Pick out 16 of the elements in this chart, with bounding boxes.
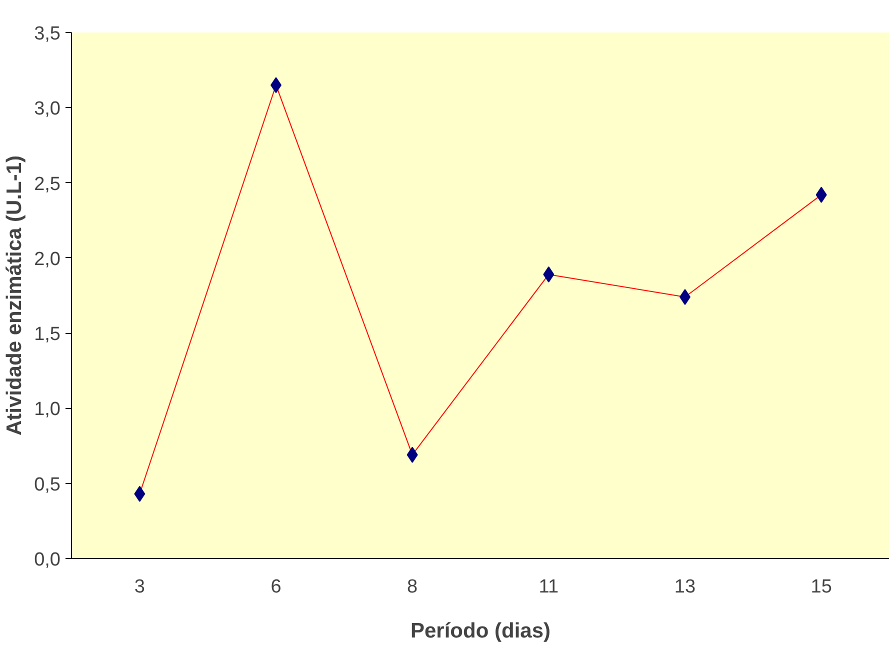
x-tick-label: 3 [134,576,145,598]
x-tick-label: 8 [407,576,418,598]
y-tick-label: 0,0 [34,550,61,570]
y-tick-label: 2,0 [34,248,61,270]
y-tick-label: 2,5 [34,174,61,195]
x-tick-label: 6 [270,576,282,598]
x-tick-label: 13 [674,576,696,598]
x-tick-label: 15 [810,576,832,598]
y-axis-title: Atividade enzimática (U.L-1) [3,155,26,436]
y-tick-label: 3,5 [34,24,61,44]
x-tick-label: 11 [538,576,559,598]
y-tick-label: 1,5 [34,324,61,346]
y-tick-label: 0,5 [34,474,61,496]
y-tick-label: 3,0 [34,98,61,120]
x-axis-title: Período (dias) [410,620,551,642]
y-tick-label: 1,0 [34,399,61,420]
